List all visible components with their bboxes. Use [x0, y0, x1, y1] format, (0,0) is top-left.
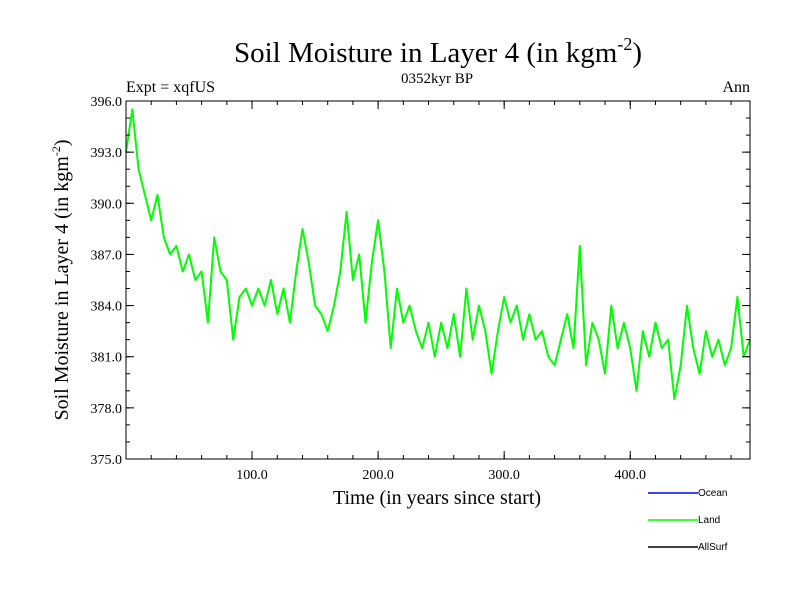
y-tick-label: 387.0	[91, 248, 123, 263]
y-tick-label: 390.0	[91, 197, 123, 212]
legend-item-ocean: Ocean	[648, 488, 727, 499]
period-label: 0352kyr BP	[401, 71, 473, 87]
season-label: Ann	[722, 79, 750, 96]
y-tick-label: 384.0	[91, 300, 123, 315]
x-tick-label: 200.0	[362, 468, 394, 483]
title-superscript: -2	[617, 34, 632, 54]
plot-area	[125, 108, 751, 401]
legend-label: AllSurf	[698, 542, 728, 553]
svg-text:Soil Moisture in Layer 4 (in k: Soil Moisture in Layer 4 (in kgm-2)	[234, 34, 642, 69]
chart-title: Soil Moisture in Layer 4 (in kgm-2)	[234, 34, 642, 69]
y-axis-label-main: Soil Moisture in Layer 4 (in kgm	[51, 156, 73, 421]
y-axis-label-superscript: -2	[49, 146, 63, 156]
plot-frame	[125, 100, 751, 460]
x-axis-label: Time (in years since start)	[333, 487, 541, 509]
legend-label: Ocean	[698, 488, 727, 499]
experiment-label: Expt = xqfUS	[126, 79, 215, 96]
y-tick-label: 396.0	[91, 95, 123, 110]
svg-text:Soil Moisture in Layer 4 (in k: Soil Moisture in Layer 4 (in kgm-2)	[49, 139, 73, 420]
legend-label: Land	[698, 515, 720, 526]
y-tick-label: 381.0	[91, 351, 123, 366]
y-axis-label: Soil Moisture in Layer 4 (in kgm-2)	[49, 139, 73, 420]
series-line-land	[125, 108, 751, 401]
y-axis-label-close: )	[51, 139, 73, 146]
legend: Ocean Land AllSurf	[648, 488, 728, 553]
legend-item-land: Land	[648, 515, 720, 526]
y-tick-label: 378.0	[91, 402, 123, 417]
title-close: )	[632, 37, 642, 69]
legend-item-allsurf: AllSurf	[648, 542, 728, 553]
title-main: Soil Moisture in Layer 4 (in kgm	[234, 37, 618, 69]
x-tick-label: 100.0	[236, 468, 268, 483]
x-tick-label: 400.0	[614, 468, 646, 483]
y-tick-label: 375.0	[91, 453, 123, 468]
y-tick-label: 393.0	[91, 146, 123, 161]
axes: 375.0 378.0 381.0 384.0 387.0 390.0 393.0 396.0…	[91, 95, 751, 483]
x-tick-label: 300.0	[488, 468, 520, 483]
